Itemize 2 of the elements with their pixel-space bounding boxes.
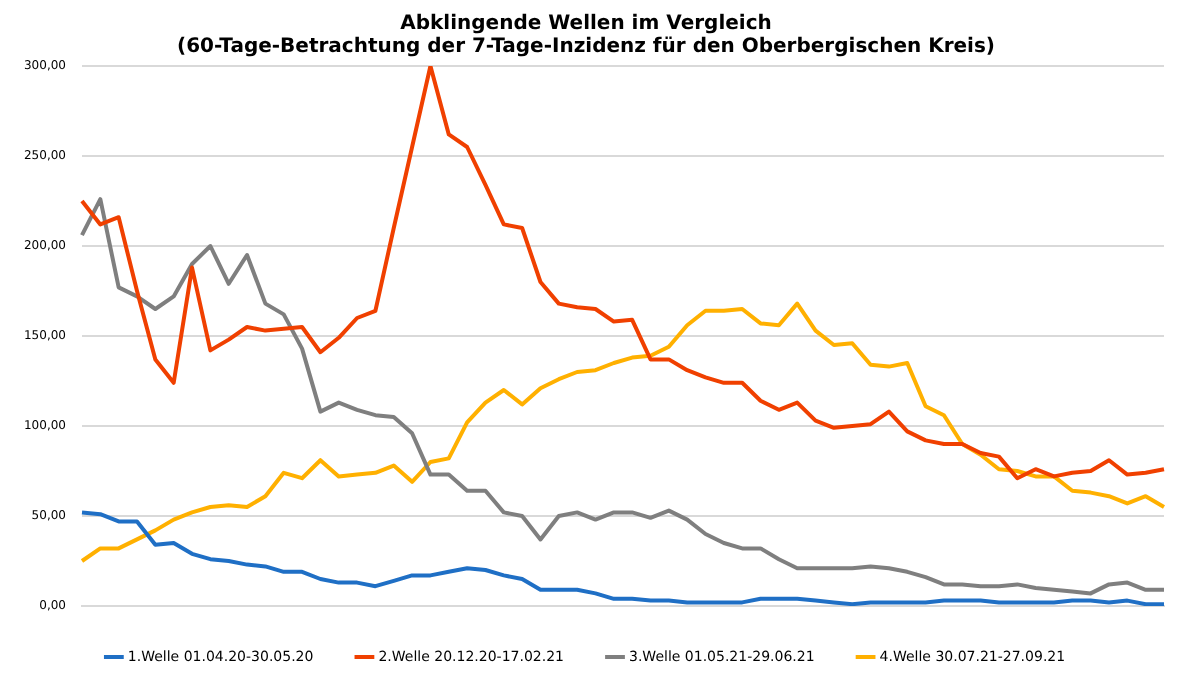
chart-subtitle: (60-Tage-Betrachtung der 7-Tage-Inzidenz für den Oberbergischen Kreis)	[177, 35, 995, 58]
chart-title: Abklingende Wellen im Vergleich	[400, 12, 772, 35]
